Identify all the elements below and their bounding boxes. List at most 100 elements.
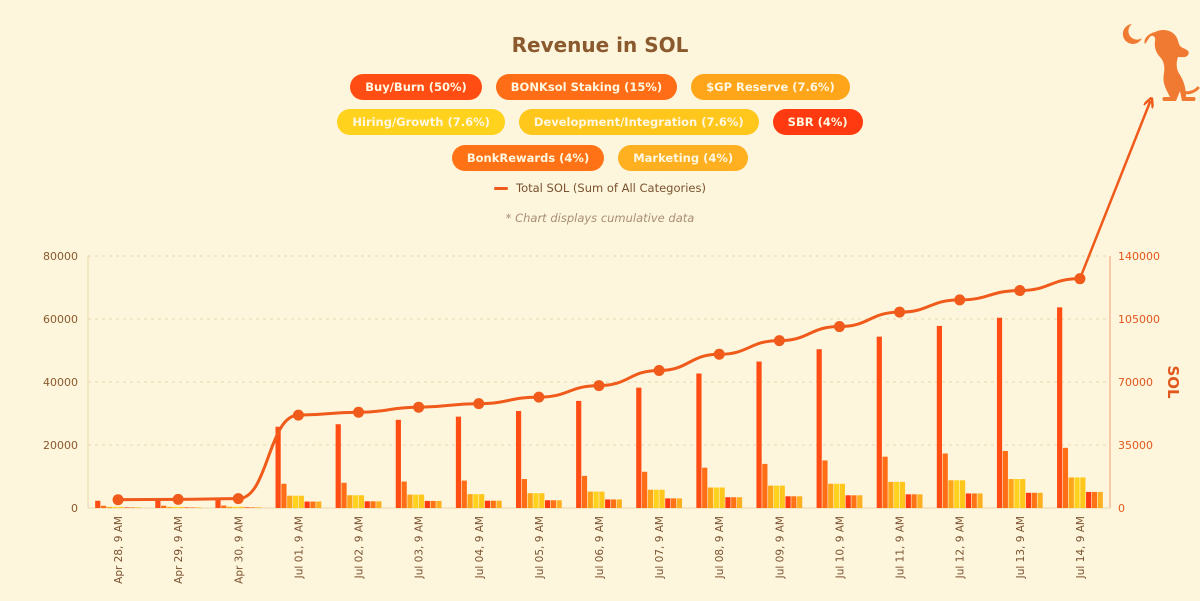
bar — [550, 500, 556, 508]
y-right-tick-label: 105000 — [1118, 313, 1160, 326]
bar — [473, 494, 479, 508]
legend-line-swatch — [494, 186, 508, 190]
bar — [341, 482, 347, 508]
y-right-tick-label: 0 — [1118, 502, 1125, 515]
bar — [1097, 491, 1103, 508]
bar — [135, 507, 141, 508]
bar — [576, 400, 582, 508]
bar — [768, 485, 774, 508]
bar — [948, 480, 954, 508]
bar — [857, 495, 863, 508]
x-tick-label: Jul 10, 9 AM — [834, 516, 846, 579]
dog-moon-icon — [1122, 24, 1200, 101]
axes: 0 20000 40000 60000 80000 0 35000 70000 105000 14… — [43, 250, 1182, 584]
bar — [1031, 492, 1037, 508]
bar — [894, 481, 900, 508]
bar — [533, 493, 539, 508]
bar — [316, 501, 322, 508]
bar — [490, 500, 496, 508]
bar — [587, 491, 593, 508]
bar — [1037, 492, 1043, 508]
y-left-tick-label: 0 — [71, 502, 78, 515]
total-line-layer — [112, 102, 1150, 506]
y-left-tick-label: 40000 — [43, 376, 78, 389]
bar — [1025, 492, 1032, 508]
bar — [696, 373, 702, 508]
total-sol-point — [773, 335, 785, 347]
bar — [484, 500, 491, 508]
total-sol-point — [112, 494, 124, 506]
bar — [556, 500, 562, 508]
bar — [1091, 491, 1098, 508]
bar — [797, 496, 803, 508]
bar — [275, 426, 281, 508]
legend-sbr[interactable]: SBR (4%) — [772, 109, 863, 135]
legend-marketing[interactable]: Marketing (4%) — [618, 145, 749, 171]
legend-hiring-growth[interactable]: Hiring/Growth (7.6%) — [337, 109, 505, 135]
bar — [593, 491, 599, 508]
bar — [731, 497, 737, 508]
y-right-axis-title: SOL — [1164, 365, 1182, 399]
bar — [539, 493, 545, 508]
bar — [1080, 477, 1086, 508]
legend-row-3: BonkRewards (4%) Marketing (4%) — [0, 145, 1200, 171]
bar — [527, 493, 533, 508]
bar — [1086, 491, 1092, 508]
bar — [238, 506, 244, 508]
bar — [195, 507, 202, 508]
legend-development-integration[interactable]: Development/Integration (7.6%) — [518, 109, 759, 135]
bar — [659, 489, 665, 508]
total-sol-point — [1074, 273, 1086, 285]
x-tick-label: Jul 01, 9 AM — [293, 516, 305, 579]
y-left-tick-label: 60000 — [43, 313, 78, 326]
total-sol-point — [1014, 285, 1026, 297]
bar — [954, 480, 960, 508]
x-tick-label: Jul 09, 9 AM — [774, 516, 786, 579]
bar — [124, 507, 130, 508]
y-right-tick-label: 35000 — [1118, 439, 1153, 452]
x-tick-label: Jul 04, 9 AM — [474, 516, 486, 579]
bar — [112, 506, 118, 508]
legend-row-2: Hiring/Growth (7.6%) Development/Integra… — [0, 109, 1200, 135]
bar — [851, 495, 857, 508]
bar — [581, 475, 588, 508]
total-sol-point — [413, 401, 425, 413]
y-left-tick-label: 20000 — [43, 439, 78, 452]
legend-buy-burn[interactable]: Buy/Burn (50%) — [350, 74, 482, 100]
legend-total-sol[interactable]: Total SOL (Sum of All Categories) — [0, 181, 1200, 195]
bar — [118, 506, 124, 508]
bar — [515, 410, 522, 508]
bar — [707, 487, 714, 508]
bar — [876, 336, 882, 508]
bar — [221, 505, 227, 508]
bar — [370, 501, 376, 508]
total-sol-point — [713, 348, 725, 360]
bar — [1020, 479, 1026, 508]
bar — [376, 501, 382, 508]
legend-gp-reserve[interactable]: $GP Reserve (7.6%) — [691, 74, 850, 100]
x-tick-label: Jul 06, 9 AM — [594, 516, 606, 579]
x-tick-label: Jul 12, 9 AM — [955, 516, 967, 579]
total-sol-point — [653, 364, 665, 376]
bar — [129, 507, 136, 508]
bar — [100, 505, 107, 508]
bar — [190, 507, 196, 508]
bar — [436, 500, 442, 508]
total-sol-point — [353, 406, 365, 418]
bar — [1062, 447, 1069, 508]
bar — [773, 485, 780, 508]
bar — [736, 497, 743, 508]
bar — [401, 481, 407, 508]
bar — [665, 498, 671, 508]
bar — [833, 483, 840, 508]
legend-bonkrewards[interactable]: BonkRewards (4%) — [451, 145, 605, 171]
bar — [756, 361, 762, 508]
x-tick-label: Jul 08, 9 AM — [714, 516, 726, 579]
y-right-tick-label: 70000 — [1118, 376, 1153, 389]
x-tick-label: Jul 02, 9 AM — [354, 516, 366, 579]
legend-bonksol-staking[interactable]: BONKsol Staking (15%) — [495, 74, 678, 100]
bar — [636, 387, 642, 508]
bar — [226, 506, 233, 508]
bar — [899, 481, 906, 508]
bar — [822, 460, 828, 508]
